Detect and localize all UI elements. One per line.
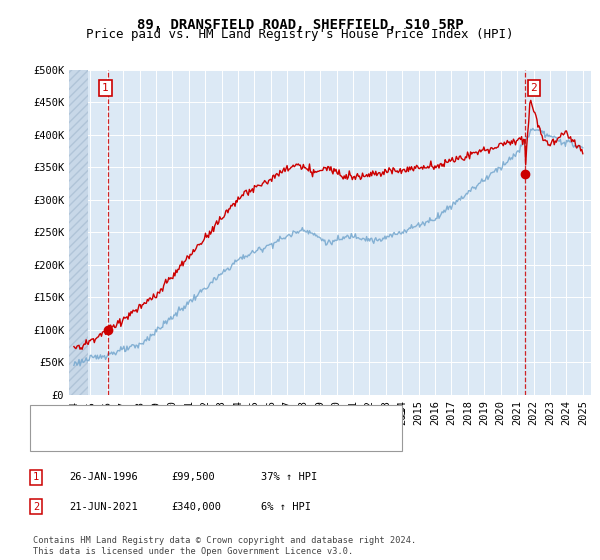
Text: 21-JUN-2021: 21-JUN-2021 <box>69 502 138 512</box>
Text: £340,000: £340,000 <box>171 502 221 512</box>
FancyBboxPatch shape <box>30 405 402 451</box>
Text: Contains HM Land Registry data © Crown copyright and database right 2024.
This d: Contains HM Land Registry data © Crown c… <box>33 536 416 556</box>
Text: £99,500: £99,500 <box>171 472 215 482</box>
Text: Price paid vs. HM Land Registry's House Price Index (HPI): Price paid vs. HM Land Registry's House … <box>86 28 514 41</box>
Text: 2: 2 <box>33 502 39 512</box>
Text: 1: 1 <box>102 83 109 93</box>
Text: 89, DRANSFIELD ROAD, SHEFFIELD, S10 5RP (detached house): 89, DRANSFIELD ROAD, SHEFFIELD, S10 5RP … <box>71 408 407 418</box>
Text: HPI: Average price, detached house, Sheffield: HPI: Average price, detached house, Shef… <box>71 431 341 441</box>
Text: 6% ↑ HPI: 6% ↑ HPI <box>261 502 311 512</box>
Bar <box>69 70 88 395</box>
Text: 1: 1 <box>33 472 39 482</box>
Text: 89, DRANSFIELD ROAD, SHEFFIELD, S10 5RP: 89, DRANSFIELD ROAD, SHEFFIELD, S10 5RP <box>137 18 463 32</box>
Text: 2: 2 <box>530 83 538 93</box>
Text: 37% ↑ HPI: 37% ↑ HPI <box>261 472 317 482</box>
Text: 26-JAN-1996: 26-JAN-1996 <box>69 472 138 482</box>
